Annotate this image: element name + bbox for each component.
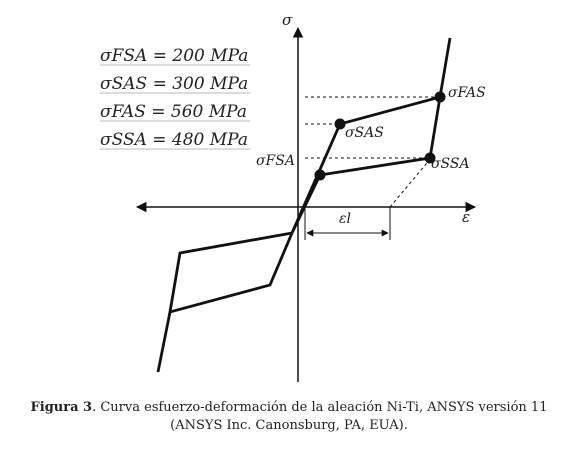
curve-lower — [168, 231, 294, 314]
caption-label: Figura 3 — [30, 400, 93, 415]
dashed-slope-line — [389, 156, 433, 208]
y-axis-label: σ — [282, 11, 293, 29]
curve-upper-tail — [438, 37, 452, 98]
curve-upper — [290, 95, 442, 234]
label-ssa: σSSA — [431, 156, 470, 172]
label-fas: σFAS — [448, 85, 486, 101]
label-fsa: σFSA — [256, 153, 295, 169]
curve-lower-tail — [156, 311, 172, 373]
point-fas — [434, 91, 446, 103]
label-sas: σSAS — [345, 125, 384, 141]
point-fsa — [314, 169, 326, 181]
figure-caption: Figura 3. Curva esfuerzo-deformación de … — [0, 399, 578, 435]
caption-text: . Curva esfuerzo-deformación de la aleac… — [92, 400, 548, 415]
caption-line-2: (ANSYS Inc. Canonsburg, PA, EUA). — [170, 418, 408, 433]
caption-line-1: Figura 3. Curva esfuerzo-deformación de … — [0, 399, 578, 417]
parameter-fas: σFAS = 560 MPa — [100, 102, 247, 122]
parameter-ssa: σSSA = 480 MPa — [100, 130, 248, 150]
parameter-fsa: σFSA = 200 MPa — [100, 46, 248, 66]
parameter-list: σFSA = 200 MPa σSAS = 300 MPa σFAS = 560… — [100, 46, 250, 150]
point-ssa — [424, 152, 436, 164]
parameter-sas: σSAS = 300 MPa — [100, 74, 248, 94]
strain-label: εl — [339, 211, 351, 227]
point-sas — [334, 118, 346, 130]
x-axis-label: ε — [462, 208, 470, 226]
